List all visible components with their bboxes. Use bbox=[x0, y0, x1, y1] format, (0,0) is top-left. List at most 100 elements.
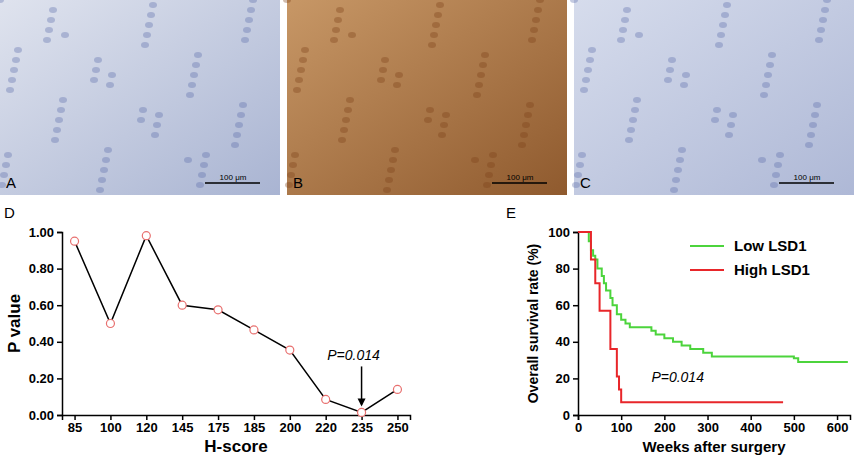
nucleus bbox=[49, 7, 57, 13]
x-axis-tick-label: 145 bbox=[172, 420, 194, 435]
nucleus bbox=[389, 157, 397, 163]
nucleus bbox=[14, 47, 22, 53]
nucleus bbox=[190, 72, 198, 78]
nucleus bbox=[727, 122, 735, 128]
x-axis-tick: 145 bbox=[172, 415, 194, 435]
nucleus bbox=[155, 112, 163, 118]
nucleus bbox=[4, 152, 12, 158]
scale-bar bbox=[779, 182, 834, 184]
survival-curve bbox=[578, 232, 848, 362]
nucleus bbox=[481, 52, 489, 58]
nucleus bbox=[239, 102, 247, 108]
nucleus bbox=[621, 17, 629, 23]
x-axis-tick: 600 bbox=[827, 415, 849, 435]
nucleus bbox=[670, 187, 678, 193]
y-axis-tick-mark bbox=[57, 378, 62, 380]
nucleus bbox=[45, 27, 53, 33]
nucleus bbox=[61, 32, 69, 38]
y-axis-tick-label: 0.80 bbox=[29, 261, 54, 276]
nucleus bbox=[379, 67, 387, 73]
nucleus bbox=[137, 117, 145, 123]
panel-label: B bbox=[293, 174, 303, 191]
nucleus bbox=[346, 97, 354, 103]
nucleus bbox=[524, 112, 532, 118]
series-line bbox=[75, 236, 398, 413]
x-axis-tick: 220 bbox=[315, 415, 337, 435]
x-axis-title: Weeks after surgery bbox=[642, 438, 786, 455]
x-axis-title: H-score bbox=[204, 437, 267, 456]
nucleus bbox=[237, 112, 245, 118]
y-axis-tick-mark bbox=[573, 378, 578, 380]
x-axis-tick: 500 bbox=[784, 415, 806, 435]
nucleus bbox=[202, 152, 210, 158]
marker bbox=[322, 395, 330, 403]
nucleus bbox=[241, 37, 249, 43]
nucleus bbox=[293, 87, 301, 93]
nucleus bbox=[55, 117, 63, 123]
legend-label: Low LSD1 bbox=[734, 237, 807, 254]
nucleus bbox=[588, 47, 596, 53]
marker bbox=[178, 301, 186, 309]
legend-label: High LSD1 bbox=[734, 261, 810, 278]
x-axis-tick-label: 250 bbox=[387, 420, 409, 435]
y-axis-tick-mark bbox=[573, 342, 578, 344]
nucleus bbox=[198, 172, 206, 178]
nucleus bbox=[96, 187, 104, 193]
nucleus bbox=[768, 52, 776, 58]
nucleus bbox=[627, 127, 635, 133]
nucleus bbox=[297, 67, 305, 73]
nucleus bbox=[764, 72, 772, 78]
nucleus bbox=[196, 182, 204, 188]
nucleus bbox=[586, 57, 594, 63]
marker bbox=[142, 232, 150, 240]
nucleus bbox=[584, 67, 592, 73]
micrograph-panel: A100 μm bbox=[0, 0, 280, 195]
y-axis-tick-mark bbox=[57, 342, 62, 344]
nucleus bbox=[149, 2, 157, 8]
nucleus bbox=[434, 12, 442, 18]
nucleus bbox=[200, 162, 208, 168]
nucleus bbox=[231, 142, 239, 148]
nucleus bbox=[108, 72, 116, 78]
x-axis-tick-label: 200 bbox=[279, 420, 301, 435]
y-axis-tick-mark bbox=[57, 415, 62, 417]
x-axis-tick: 175 bbox=[208, 415, 230, 435]
panel-label: D bbox=[4, 204, 15, 221]
nucleus bbox=[666, 67, 674, 73]
nucleus bbox=[51, 137, 59, 143]
nucleus bbox=[186, 92, 194, 98]
x-axis-tick-label: 220 bbox=[315, 420, 337, 435]
nucleus bbox=[430, 32, 438, 38]
scale-bar bbox=[492, 182, 547, 184]
nucleus bbox=[424, 117, 432, 123]
x-axis-tick-label: 175 bbox=[208, 420, 230, 435]
legend: Low LSD1 High LSD1 bbox=[690, 237, 810, 278]
x-axis-tick-label: 120 bbox=[136, 420, 158, 435]
y-axis-tick-label: 60 bbox=[556, 298, 570, 313]
x-axis-tick: 120 bbox=[136, 415, 158, 435]
nucleus bbox=[623, 7, 631, 13]
y-axis-tick: 60 bbox=[556, 298, 578, 313]
x-axis-tick-label: 100 bbox=[611, 420, 633, 435]
panel-label: A bbox=[6, 174, 16, 191]
nucleus bbox=[233, 132, 241, 138]
y-axis-tick: 80 bbox=[556, 261, 578, 276]
nucleus bbox=[94, 57, 102, 63]
nucleus bbox=[98, 177, 106, 183]
nucleus bbox=[817, 27, 825, 33]
y-axis-tick-mark bbox=[573, 268, 578, 270]
nucleus bbox=[674, 167, 682, 173]
x-axis: 0100200300400500600 bbox=[575, 415, 851, 435]
nucleus bbox=[391, 147, 399, 153]
nucleus bbox=[340, 127, 348, 133]
nucleus bbox=[10, 67, 18, 73]
nucleus bbox=[338, 137, 346, 143]
nucleus bbox=[57, 107, 65, 113]
y-axis-tick-mark bbox=[573, 232, 578, 234]
nucleus bbox=[106, 82, 114, 88]
nucleus bbox=[6, 87, 14, 93]
nucleus bbox=[428, 42, 436, 48]
nucleus bbox=[440, 122, 448, 128]
nucleus bbox=[377, 77, 385, 83]
nucleus bbox=[619, 27, 627, 33]
